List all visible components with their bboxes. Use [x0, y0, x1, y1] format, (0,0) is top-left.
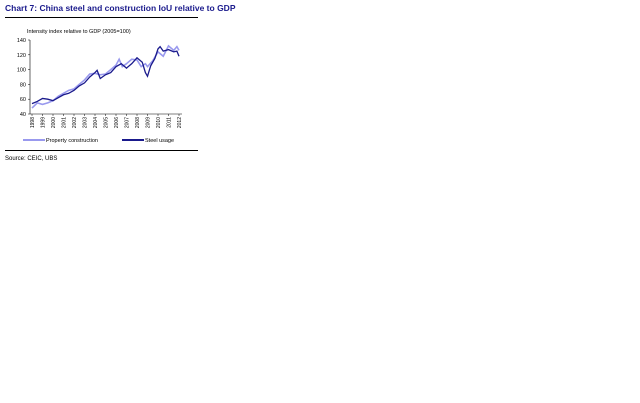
x-tick-label: 2000 [51, 117, 57, 128]
x-tick-label: 2006 [114, 117, 120, 128]
y-tick-label: 80 [20, 82, 26, 88]
y-axis-label: Intensity index relative to GDP (2005=10… [27, 29, 131, 35]
chart-title: Chart 7: China steel and construction Io… [5, 3, 236, 13]
x-tick-label: 2010 [156, 117, 162, 128]
x-tick-label: 2011 [167, 117, 173, 128]
y-tick-label: 120 [17, 53, 26, 59]
chart: Intensity index relative to GDP (2005=10… [17, 29, 183, 144]
y-tick-label: 140 [17, 38, 26, 44]
x-tick-label: 2009 [146, 117, 152, 128]
x-tick-label: 2012 [177, 117, 183, 128]
x-tick-label: 2008 [135, 117, 141, 128]
series-line-property-construction [31, 44, 180, 109]
legend-label: Property construction [46, 138, 98, 144]
source-note: Source: CEIC, UBS [5, 156, 58, 162]
x-tick-label: 2004 [93, 117, 99, 128]
legend-label: Steel usage [145, 138, 174, 144]
y-tick-label: 40 [20, 112, 26, 118]
top-divider [5, 17, 198, 18]
x-tick-label: 2003 [83, 117, 89, 128]
x-tick-label: 2001 [62, 117, 68, 128]
x-tick-label: 2007 [125, 117, 131, 128]
bottom-divider [5, 150, 198, 151]
x-tick-label: 1998 [30, 117, 36, 128]
series-line-steel-usage [31, 45, 180, 105]
y-tick-label: 60 [20, 97, 26, 103]
x-tick-label: 1999 [41, 117, 47, 128]
x-tick-label: 2005 [104, 117, 110, 128]
x-tick-label: 2002 [72, 117, 78, 128]
y-tick-label: 100 [17, 68, 26, 74]
